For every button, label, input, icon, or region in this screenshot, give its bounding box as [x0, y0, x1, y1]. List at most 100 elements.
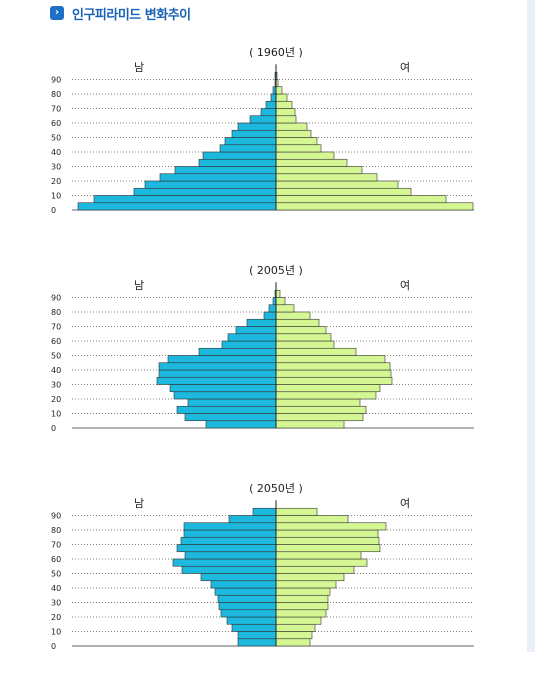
male-bar [174, 166, 277, 175]
y-tick-label: 40 [51, 584, 61, 593]
section-header: › 인구피라미드 변화추이 [50, 4, 191, 23]
y-tick-label: 60 [51, 119, 61, 128]
male-bar [231, 623, 277, 632]
male-bar [270, 93, 277, 102]
male-bar [176, 405, 277, 414]
male-bar [183, 529, 277, 538]
male-label: 남 [134, 61, 144, 74]
female-bar [275, 333, 332, 342]
female-bar [275, 137, 318, 146]
female-bar [275, 515, 349, 524]
female-bar [275, 355, 386, 364]
female-bar [275, 93, 288, 102]
female-bar [275, 297, 286, 306]
y-tick-label: 20 [51, 177, 61, 186]
female-bar [275, 304, 295, 313]
y-tick-label: 90 [51, 294, 61, 303]
female-bar [275, 129, 312, 138]
y-tick-label: 70 [51, 323, 61, 332]
female-bar [275, 507, 318, 516]
female-bar [275, 544, 381, 553]
male-bar [218, 602, 277, 611]
male-bar [228, 515, 277, 524]
y-tick-label: 80 [51, 308, 61, 317]
male-bar [93, 195, 277, 204]
male-bar [237, 122, 277, 131]
male-bar [249, 115, 277, 124]
pyramid-2050: ( 2050년 ) 남 여 90 80 70 60 50 40 30 20 10 0 [51, 482, 474, 651]
y-tick-label: 40 [51, 148, 61, 157]
male-bar [198, 158, 277, 167]
male-bar [159, 173, 277, 182]
male-bar [224, 137, 277, 146]
chart-title: ( 2005년 ) [249, 264, 303, 277]
male-bar [144, 180, 277, 189]
y-tick-label: 0 [51, 424, 56, 433]
male-bar [181, 565, 277, 574]
male-bar [231, 129, 277, 138]
y-tick-label: 70 [51, 105, 61, 114]
male-bar [167, 355, 277, 364]
male-bar [214, 587, 277, 596]
male-bar [176, 544, 277, 553]
male-bar [227, 333, 277, 342]
female-bar [275, 602, 329, 611]
female-bar [275, 413, 364, 422]
female-bar [275, 573, 345, 582]
y-tick-label: 0 [51, 642, 56, 651]
female-bar [275, 195, 447, 204]
male-bar [200, 573, 277, 582]
male-bar [235, 326, 277, 335]
y-tick-label: 50 [51, 352, 61, 361]
female-bar [275, 187, 412, 196]
y-tick-label: 50 [51, 570, 61, 579]
female-bar [275, 565, 355, 574]
male-bar [169, 384, 277, 393]
y-tick-label: 60 [51, 337, 61, 346]
female-bar [275, 609, 327, 618]
male-bar [184, 413, 277, 422]
male-bar [158, 369, 277, 378]
female-bar [275, 115, 297, 124]
y-tick-label: 0 [51, 206, 56, 215]
female-bar [275, 144, 322, 153]
male-bar [156, 376, 277, 385]
male-bar [263, 311, 277, 320]
chart-title: ( 2050년 ) [249, 482, 303, 495]
y-tick-label: 30 [51, 381, 61, 390]
female-bar [275, 529, 379, 538]
male-bar [260, 108, 277, 117]
female-bar [275, 391, 377, 400]
male-bar [265, 100, 277, 109]
y-tick-label: 90 [51, 512, 61, 521]
male-label: 남 [134, 279, 144, 292]
male-label: 남 [134, 497, 144, 510]
male-bar [219, 144, 277, 153]
female-bar [275, 420, 345, 429]
male-bar [268, 304, 277, 313]
female-bar [275, 616, 322, 625]
pyramid-1960: ( 1960년 ) 남 여 90 80 70 60 50 40 30 20 10 0 [51, 46, 474, 215]
female-bar [275, 587, 331, 596]
female-bar [275, 173, 378, 182]
male-bar [220, 609, 277, 618]
y-tick-label: 80 [51, 526, 61, 535]
male-bar [173, 391, 277, 400]
female-bar [275, 340, 335, 349]
male-bar [172, 558, 277, 567]
male-bar [77, 202, 277, 211]
female-bar [275, 580, 337, 589]
y-tick-label: 10 [51, 628, 61, 637]
male-bar [252, 507, 277, 516]
female-bar [275, 311, 311, 320]
male-bar [202, 151, 277, 160]
y-tick-label: 20 [51, 613, 61, 622]
female-bar [275, 362, 391, 371]
male-bar [158, 362, 277, 371]
male-bar [226, 616, 277, 625]
male-bar [217, 594, 277, 603]
female-bar [275, 551, 362, 560]
female-bar [275, 289, 281, 298]
female-bar [275, 398, 361, 407]
y-tick-label: 50 [51, 134, 61, 143]
